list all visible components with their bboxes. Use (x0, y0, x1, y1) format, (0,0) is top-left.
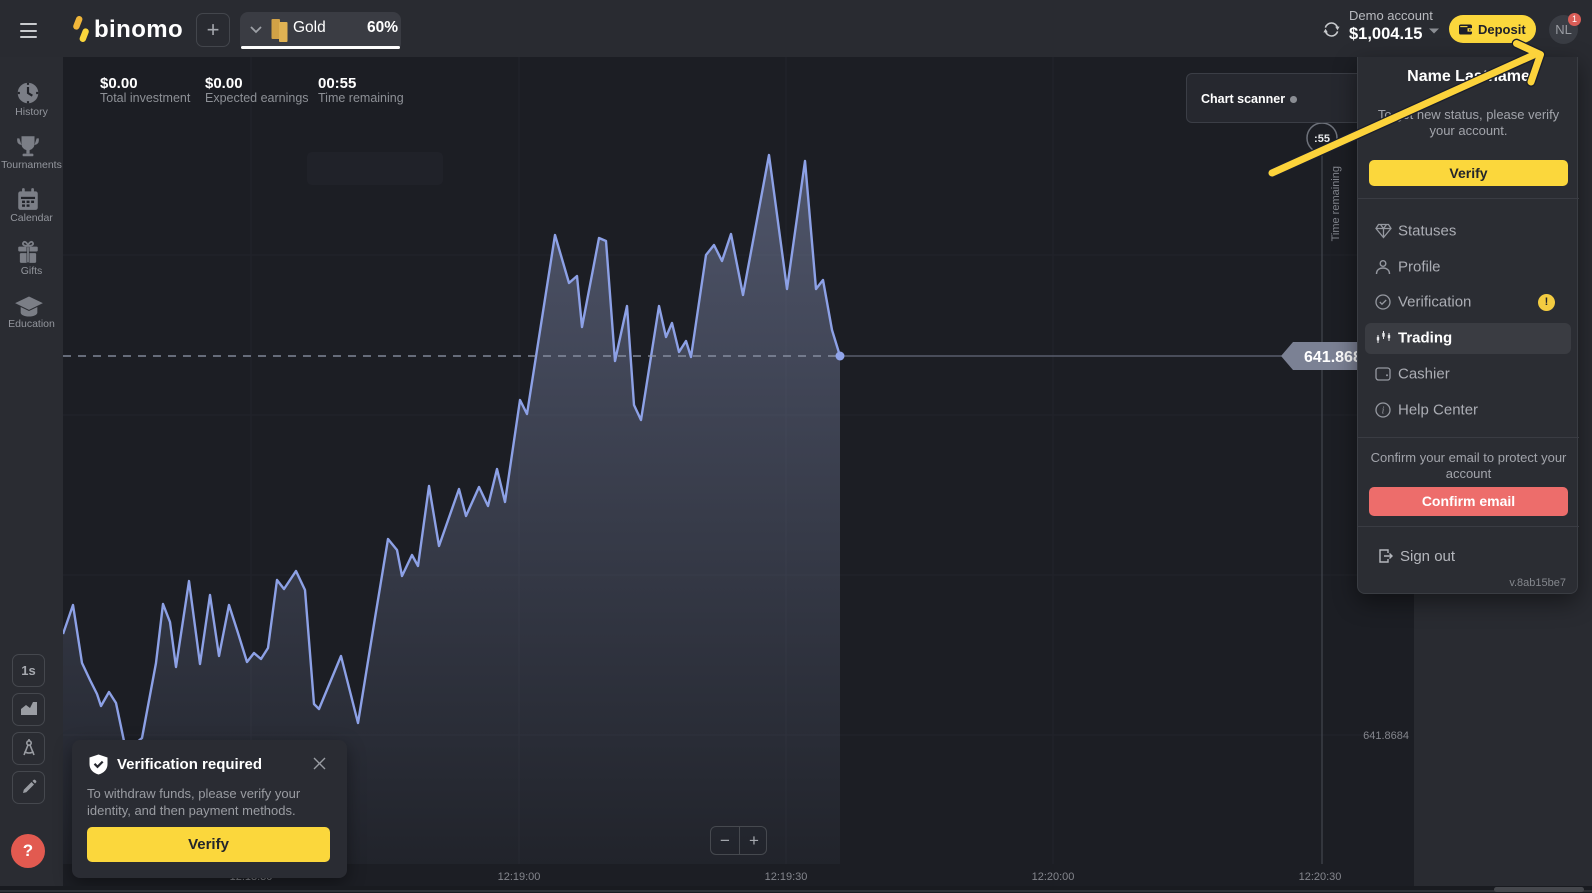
svg-text:641.868: 641.868 (1304, 349, 1362, 366)
svg-text::55: :55 (1314, 133, 1330, 145)
svg-text:Time remaining: Time remaining (1330, 166, 1342, 241)
svg-text:641.8684: 641.8684 (1363, 730, 1409, 742)
svg-text:i: i (1382, 406, 1385, 417)
